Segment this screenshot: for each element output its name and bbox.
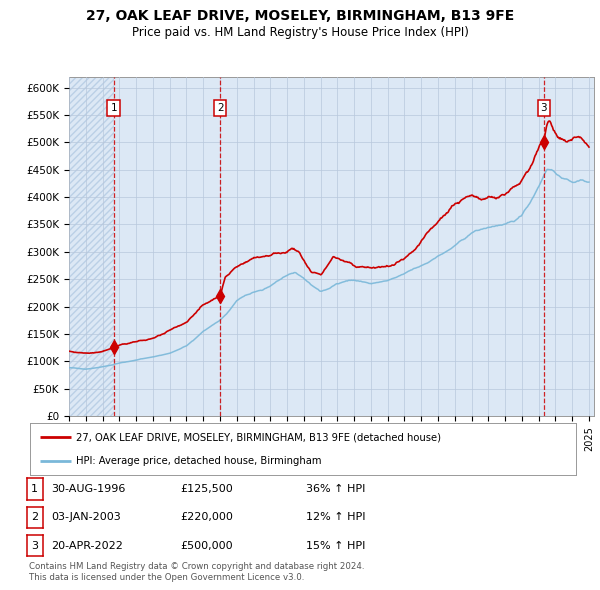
- Text: 03-JAN-2003: 03-JAN-2003: [51, 513, 121, 522]
- Bar: [114, 77, 220, 416]
- Text: 30-AUG-1996: 30-AUG-1996: [51, 484, 125, 494]
- Text: 1: 1: [31, 484, 38, 494]
- Bar: [69, 77, 114, 416]
- Bar: [544, 77, 594, 416]
- Text: 27, OAK LEAF DRIVE, MOSELEY, BIRMINGHAM, B13 9FE: 27, OAK LEAF DRIVE, MOSELEY, BIRMINGHAM,…: [86, 9, 514, 24]
- Text: This data is licensed under the Open Government Licence v3.0.: This data is licensed under the Open Gov…: [29, 573, 304, 582]
- Text: £125,500: £125,500: [180, 484, 233, 494]
- Text: HPI: Average price, detached house, Birmingham: HPI: Average price, detached house, Birm…: [76, 456, 322, 466]
- Text: 27, OAK LEAF DRIVE, MOSELEY, BIRMINGHAM, B13 9FE (detached house): 27, OAK LEAF DRIVE, MOSELEY, BIRMINGHAM,…: [76, 432, 442, 442]
- Text: 3: 3: [541, 103, 547, 113]
- Text: 2: 2: [31, 513, 38, 522]
- Text: Price paid vs. HM Land Registry's House Price Index (HPI): Price paid vs. HM Land Registry's House …: [131, 26, 469, 39]
- Text: 36% ↑ HPI: 36% ↑ HPI: [306, 484, 365, 494]
- Text: 15% ↑ HPI: 15% ↑ HPI: [306, 541, 365, 550]
- Text: £220,000: £220,000: [180, 513, 233, 522]
- Text: Contains HM Land Registry data © Crown copyright and database right 2024.: Contains HM Land Registry data © Crown c…: [29, 562, 364, 571]
- Bar: [220, 77, 544, 416]
- Text: 3: 3: [31, 541, 38, 550]
- Text: 12% ↑ HPI: 12% ↑ HPI: [306, 513, 365, 522]
- Text: 2: 2: [217, 103, 224, 113]
- Bar: [69, 77, 114, 416]
- Text: £500,000: £500,000: [180, 541, 233, 550]
- Text: 20-APR-2022: 20-APR-2022: [51, 541, 123, 550]
- Text: 1: 1: [110, 103, 117, 113]
